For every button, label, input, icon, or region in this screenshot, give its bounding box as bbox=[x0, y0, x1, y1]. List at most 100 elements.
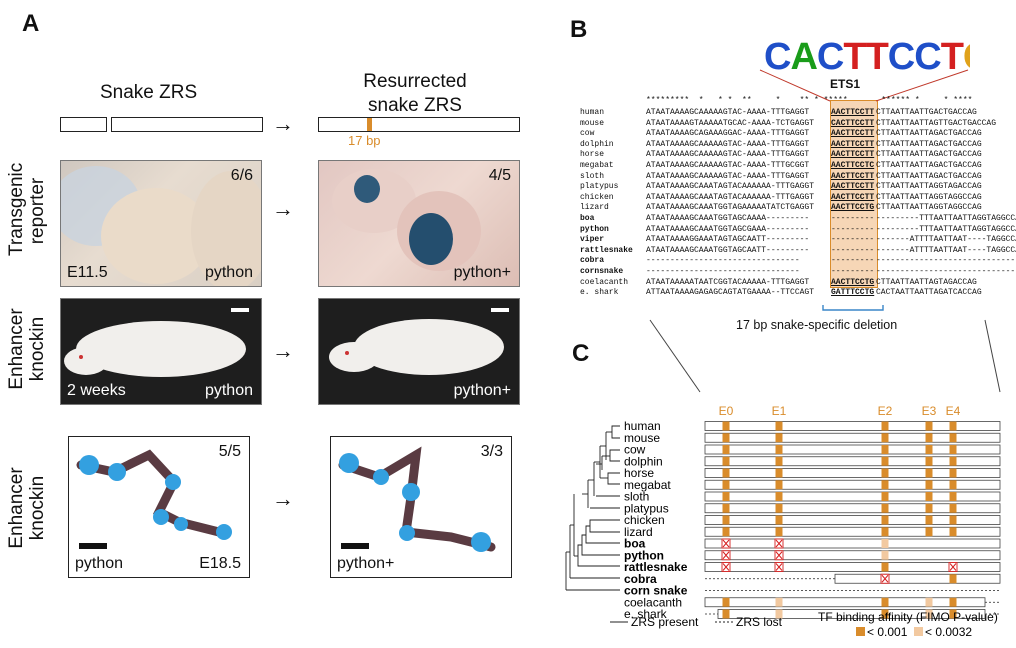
binding-site bbox=[949, 597, 957, 607]
binding-site bbox=[775, 492, 783, 501]
site-label: E3 bbox=[922, 404, 937, 418]
binding-site bbox=[949, 492, 957, 501]
zrs-bar-right bbox=[318, 117, 520, 132]
species-name: viper bbox=[580, 235, 605, 245]
zrs-bar-left-b bbox=[111, 117, 263, 132]
sequence-left: ATAATAAAAGCAAATGGTAGCAATT--------- bbox=[646, 245, 810, 255]
binding-site bbox=[925, 445, 933, 454]
affinity-strong-swatch bbox=[856, 627, 865, 636]
sequence-right: -------ATTTTAATTAAT----TAGGCCAG bbox=[876, 235, 1016, 245]
arrow-icon: → bbox=[272, 196, 294, 221]
motif-letter: C bbox=[914, 36, 941, 76]
binding-site bbox=[775, 503, 783, 513]
lost-site-cross bbox=[775, 539, 783, 548]
species-label: platypus bbox=[624, 501, 669, 515]
sequence-left: ATAATAAAAGCAAATGGTAGCGAAA--------- bbox=[646, 224, 810, 234]
binding-site bbox=[722, 527, 730, 537]
mouse-photo-python: 2 weeks python bbox=[60, 298, 262, 405]
zrs-bar bbox=[704, 526, 1001, 537]
zrs-bar bbox=[834, 573, 1001, 584]
sequence-right: -------ATTTTAATTAAT----TAGGCCAG bbox=[876, 245, 1016, 255]
sequence-left: ATTAATAAAAGAGAGCAGTATGAAAA--TTCCAGT bbox=[646, 288, 815, 298]
binding-site bbox=[881, 609, 889, 619]
species-label: rattlesnake bbox=[624, 560, 688, 574]
alignment-highlight bbox=[830, 100, 878, 288]
zrs-bar bbox=[704, 468, 1001, 478]
affinity-weak-swatch bbox=[914, 627, 923, 636]
count-label: 4/5 bbox=[488, 167, 511, 184]
sequence-left: ATAATAAAAGCAAAAAGTAC-AAAA-TTTGAGGT bbox=[646, 108, 810, 117]
stage-label: E18.5 bbox=[199, 555, 241, 572]
sequence-left: ATAATAAAAATAATCGGTACAAAAA-TTTGAGGT bbox=[646, 277, 810, 287]
panel-c-letter: C bbox=[572, 340, 590, 367]
tree-branch bbox=[607, 472, 620, 485]
binding-site bbox=[722, 492, 730, 501]
species-name: boa bbox=[580, 214, 595, 223]
binding-site bbox=[949, 445, 957, 454]
binding-site bbox=[881, 492, 889, 501]
deletion-label: 17 bp snake-specific deletion bbox=[736, 318, 898, 332]
motif-letter: C bbox=[888, 36, 915, 76]
limb-photo-python-plus: 3/3 python+ bbox=[330, 436, 512, 578]
binding-site bbox=[722, 468, 730, 478]
species-label: sloth bbox=[624, 490, 649, 504]
binding-site bbox=[925, 456, 933, 466]
sequence-right: CTTAATTAATTAGACTGACCAG bbox=[876, 150, 982, 160]
binding-site bbox=[949, 468, 957, 478]
count-label: 3/3 bbox=[480, 443, 503, 460]
species-label: python+ bbox=[453, 382, 511, 399]
sequence-left: ATAATAAAAGCAGAAAGGAC-AAAA-TTTGAGGT bbox=[646, 129, 810, 139]
lost-site-cross bbox=[881, 574, 889, 583]
sequence-left: -------------------------------- bbox=[646, 256, 800, 266]
species-label: python bbox=[624, 548, 664, 562]
sequence-motif: GATTTCCTG bbox=[831, 288, 875, 298]
sequence-left: ATAATAAAAGCAAAAAGTAC-AAAA-TTTGCGGT bbox=[646, 161, 810, 170]
binding-site bbox=[881, 562, 889, 572]
sequence-right: CTTAATTAATTAGGTAGACCAG bbox=[876, 182, 982, 192]
binding-site bbox=[881, 468, 889, 478]
species-name: cornsnake bbox=[580, 267, 624, 276]
binding-site bbox=[881, 433, 889, 443]
bp-label: 17 bp bbox=[348, 133, 381, 148]
sequence-motif: CACTTCCTT bbox=[831, 118, 875, 128]
sequence-motif: --------- bbox=[831, 235, 875, 245]
species-label: horse bbox=[624, 466, 654, 480]
phylogeny-figure: E0 E1 E2 E3 E4 humanmousecowdolphinhorsemegab… bbox=[565, 404, 1001, 639]
embryo-photo-python-plus: 4/5 python+ bbox=[318, 160, 520, 287]
resurrected-line-1: Resurrected bbox=[363, 71, 467, 92]
species-label: python bbox=[204, 264, 253, 281]
binding-site bbox=[722, 503, 730, 513]
sequence-right: CTTAATTAATTAGTAGACCAG bbox=[876, 277, 977, 287]
species-label: human bbox=[624, 419, 661, 433]
binding-site bbox=[881, 550, 889, 560]
binding-site bbox=[775, 480, 783, 490]
affinity-title: TF binding affinity (FIMO P-value) bbox=[818, 610, 998, 624]
sequence-left: ATAATAAAAGCAAATAGTACAAAAAA-TTTGAGGT bbox=[646, 182, 815, 192]
panel-a-letter: A bbox=[22, 10, 40, 37]
binding-site bbox=[949, 456, 957, 466]
affinity-weak-label: < 0.0032 bbox=[925, 625, 972, 639]
sequence-left: ATAATAAAAGCAAATAGTACAAAAAA-TTTGAGGT bbox=[646, 192, 815, 202]
species-label: boa bbox=[624, 537, 646, 551]
species-name: cow bbox=[580, 129, 595, 139]
sequence-motif: AACTTCCTG bbox=[831, 277, 875, 287]
zrs-bar bbox=[704, 444, 1001, 455]
sequence-left: -------------------------------- bbox=[646, 267, 800, 276]
species-name: rattlesnake bbox=[580, 245, 633, 255]
site-label: E2 bbox=[878, 404, 893, 418]
lost-site-cross bbox=[722, 539, 730, 548]
sequence-right: ---------TTTAATTAATTAGGTAGGCCAG bbox=[876, 224, 1016, 234]
species-label: chicken bbox=[624, 513, 665, 527]
species-label: megabat bbox=[624, 478, 671, 492]
motif-letter: A bbox=[790, 36, 817, 76]
legend-present-label: ZRS present bbox=[631, 615, 699, 629]
binding-site bbox=[949, 433, 957, 443]
tree-branch bbox=[609, 449, 620, 462]
lost-site-cross bbox=[722, 551, 730, 560]
binding-site bbox=[925, 492, 933, 501]
binding-site bbox=[881, 480, 889, 490]
zrs-bar bbox=[704, 479, 1001, 490]
sequence-right: CTTAATTAATTGACTGACCAG bbox=[876, 108, 977, 117]
sequence-right: CTTAATTAATTAGACTGACCAG bbox=[876, 171, 982, 181]
sequence-right: ------------------------------- bbox=[876, 256, 1016, 266]
